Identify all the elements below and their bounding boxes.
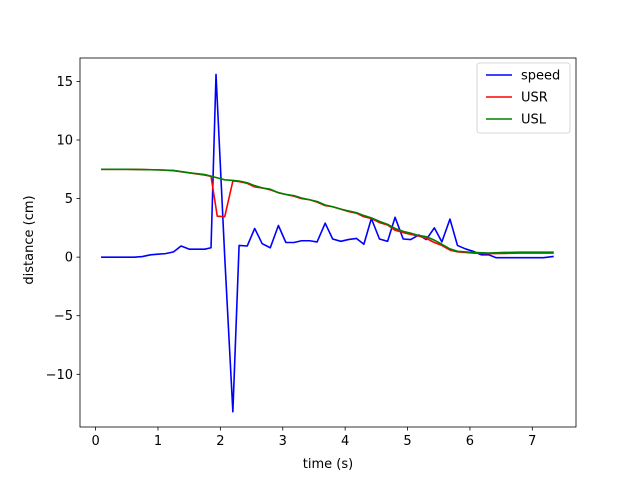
axes: 0 1 2 3 4 5 6 7 −10 −5 0 5 10 15 bbox=[46, 57, 577, 449]
legend-label-usl: USL bbox=[521, 113, 547, 128]
y-tick-label: 0 bbox=[65, 251, 73, 266]
legend-label-speed: speed bbox=[521, 69, 560, 84]
x-tick-label: 2 bbox=[216, 434, 224, 449]
x-axis-label: time (s) bbox=[303, 457, 353, 472]
x-tick-label: 3 bbox=[279, 434, 287, 449]
y-tick-label: 15 bbox=[56, 75, 73, 90]
x-tick-label: 5 bbox=[403, 434, 411, 449]
legend-label-usr: USR bbox=[521, 91, 548, 106]
y-tick-label: 5 bbox=[65, 192, 73, 207]
x-tick-label: 7 bbox=[528, 434, 536, 449]
series-line-usr bbox=[101, 168, 554, 255]
y-axis-label: distance (cm) bbox=[22, 195, 37, 284]
y-tick-label: −10 bbox=[46, 368, 73, 383]
plot-area bbox=[101, 73, 554, 413]
series-line-usl bbox=[101, 168, 554, 254]
legend-box bbox=[476, 62, 571, 134]
y-tick-label: −5 bbox=[54, 309, 73, 324]
plot-frame bbox=[79, 57, 577, 428]
x-tick-label: 6 bbox=[466, 434, 474, 449]
legend: speed USR USL bbox=[476, 62, 571, 134]
x-tick-label: 0 bbox=[91, 434, 99, 449]
x-tick-label: 1 bbox=[154, 434, 162, 449]
y-tick-label: 10 bbox=[56, 134, 73, 149]
x-tick-label: 4 bbox=[341, 434, 349, 449]
